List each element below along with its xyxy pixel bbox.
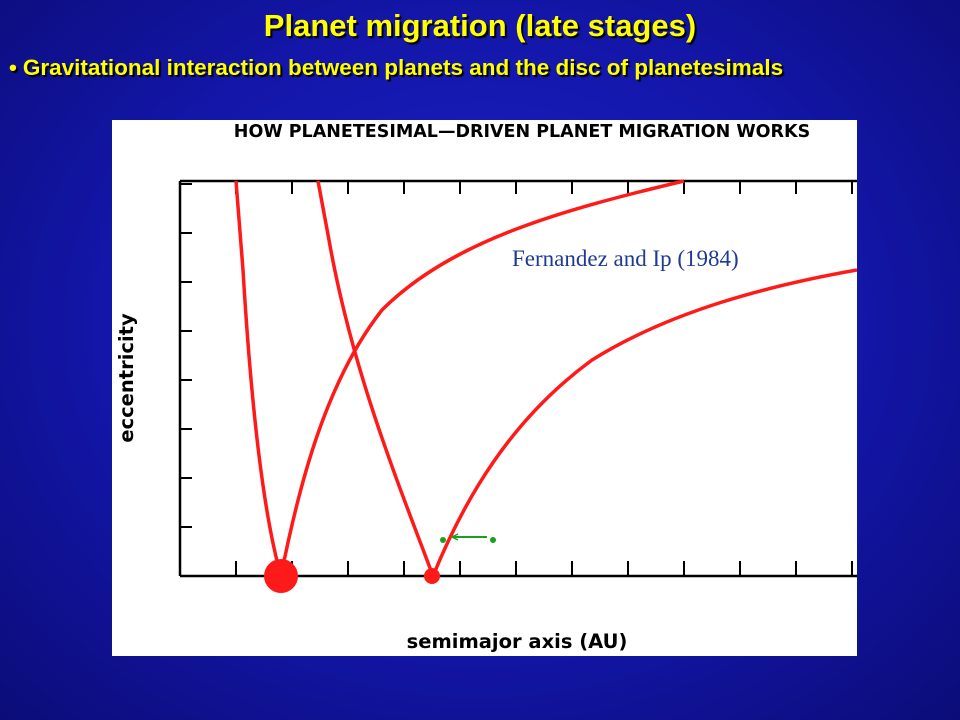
curve-outer-left xyxy=(316,180,435,577)
figure-title: HOW PLANETESIMAL—DRIVEN PLANET MIGRATION… xyxy=(234,122,810,142)
y-axis-label: eccentricity xyxy=(115,313,138,443)
arrow-tail-dot-icon xyxy=(440,537,446,543)
axis-ticks xyxy=(179,181,853,577)
x-axis-label: semimajor axis (AU) xyxy=(407,630,628,653)
migration-arrow xyxy=(440,533,496,543)
bullet-point: • Gravitational interaction between plane… xyxy=(9,55,954,81)
migration-diagram: HOW PLANETESIMAL—DRIVEN PLANET MIGRATION… xyxy=(115,122,857,653)
plot-frame xyxy=(178,179,857,578)
bullet-text: Gravitational interaction between planet… xyxy=(22,55,784,80)
arrow-head-dot-icon xyxy=(490,537,496,543)
small-planet-icon xyxy=(424,568,440,584)
arrow-head-icon xyxy=(450,533,459,541)
curve-outer-right xyxy=(431,268,857,577)
bullet-icon: • xyxy=(9,55,17,80)
curves xyxy=(234,179,857,577)
figure-panel: HOW PLANETESIMAL—DRIVEN PLANET MIGRATION… xyxy=(112,120,857,656)
citation: Fernandez and Ip (1984) xyxy=(512,246,739,271)
large-planet-icon xyxy=(264,559,298,593)
curve-inner-right xyxy=(279,179,685,577)
curve-inner-left xyxy=(234,180,283,577)
slide-title: Planet migration (late stages) xyxy=(263,8,697,43)
